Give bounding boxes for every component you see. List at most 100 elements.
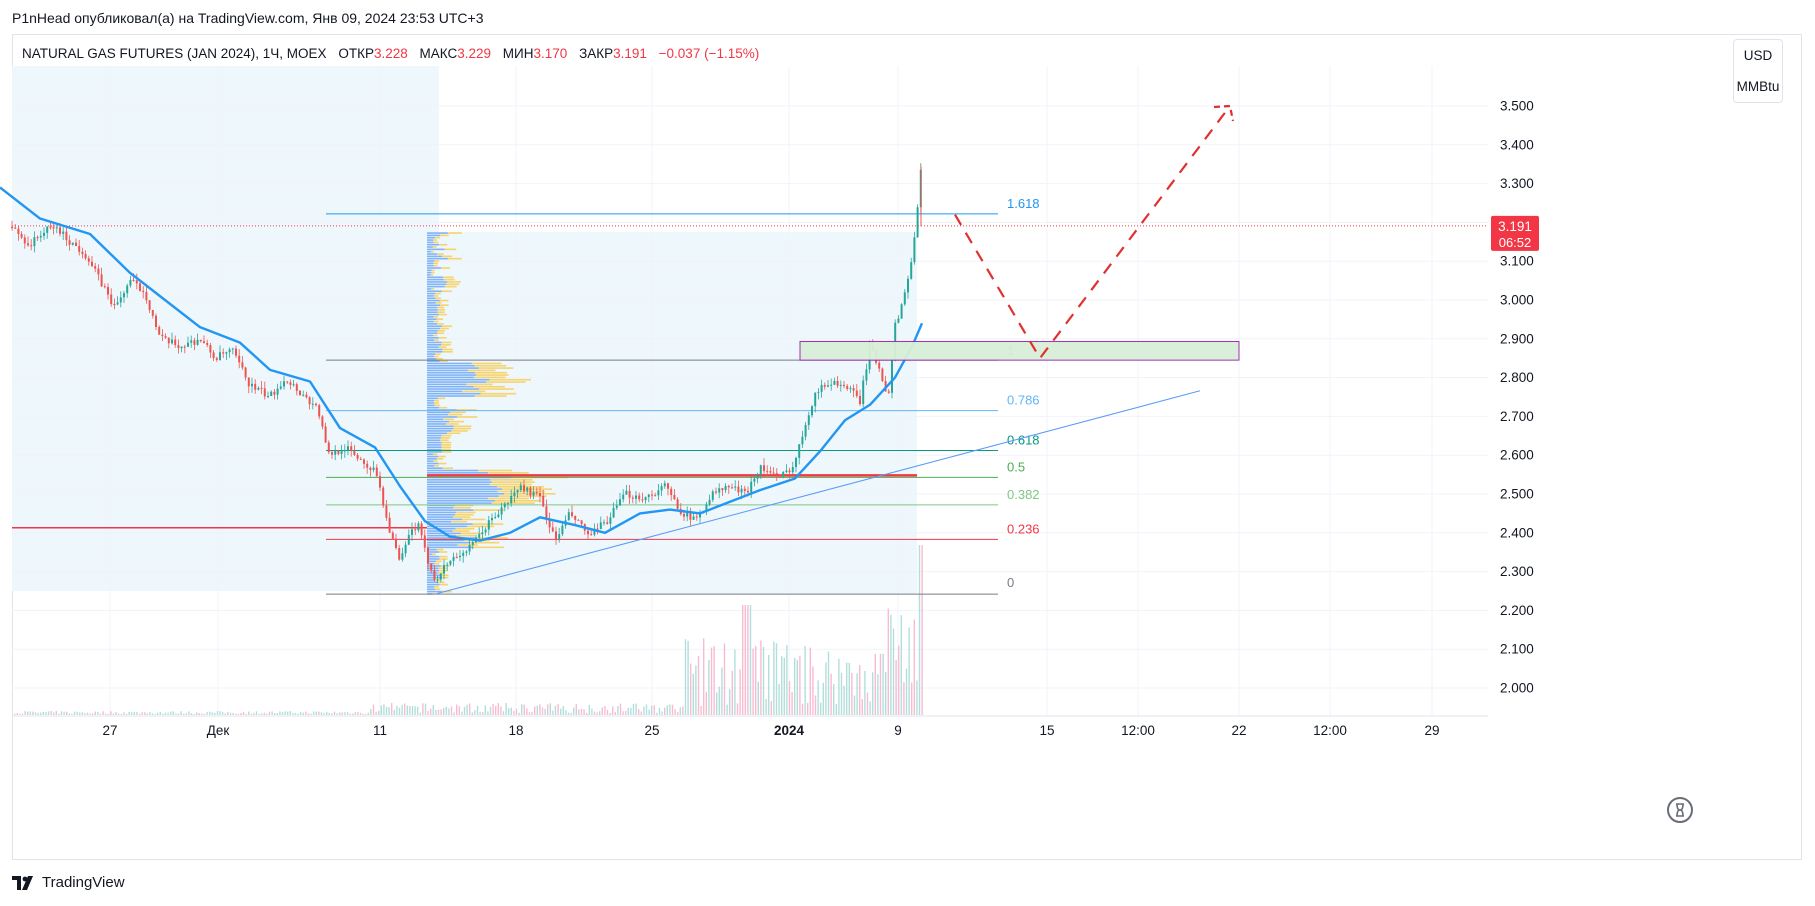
candle-body <box>30 245 33 247</box>
volume-bar <box>526 708 528 715</box>
volume-bar <box>521 704 523 715</box>
volume-bar <box>679 707 681 715</box>
profile-bar-up <box>427 462 439 465</box>
volume-bar <box>833 683 835 715</box>
volume-bar <box>94 711 96 715</box>
profile-bar-down <box>440 439 449 442</box>
candle-body <box>167 337 170 344</box>
candle-body <box>724 485 727 491</box>
volume-bar <box>788 680 791 715</box>
candle-body <box>33 237 36 247</box>
candle-body <box>484 529 487 533</box>
volume-bar <box>674 709 676 715</box>
volume-bar <box>573 707 575 715</box>
profile-bar-down <box>467 525 495 528</box>
profile-bar-down <box>494 499 541 502</box>
candle-body <box>519 485 522 491</box>
volume-bar <box>42 711 44 715</box>
candle-body <box>142 290 145 293</box>
profile-bar-up <box>427 390 462 393</box>
candle-body <box>766 471 769 473</box>
volume-bar <box>422 703 424 715</box>
candle-body <box>292 384 295 386</box>
candle-body <box>852 388 855 391</box>
profile-bar-up <box>427 586 435 588</box>
profile-bar-up <box>427 369 469 372</box>
profile-bar-down <box>432 553 436 556</box>
candle-body <box>356 454 359 459</box>
volume-bar <box>877 674 879 715</box>
profile-bar-down <box>437 309 446 311</box>
profile-bar-down <box>448 413 463 416</box>
candle-body <box>369 467 372 470</box>
volume-bar <box>297 713 299 715</box>
profile-bar-down <box>480 392 517 395</box>
volume-bar <box>136 711 138 715</box>
volume-bar <box>120 713 122 715</box>
candle-body <box>715 491 717 493</box>
profile-bar-down <box>474 395 507 397</box>
volume-bar <box>469 703 471 715</box>
profile-bar-up <box>427 583 440 586</box>
profile-bar-up <box>427 362 472 365</box>
volume-bar <box>918 545 921 715</box>
volume-bar <box>383 704 385 715</box>
candle-body <box>452 556 455 561</box>
profile-bar-up <box>427 288 432 290</box>
volume-bar <box>859 665 861 715</box>
volume-bar <box>193 713 195 715</box>
profile-bar-down <box>435 292 441 295</box>
candle-body <box>27 243 29 246</box>
profile-bar-up <box>427 262 434 265</box>
profile-bar-down <box>453 506 471 509</box>
currency-label[interactable]: USD <box>1743 48 1773 63</box>
candle-body <box>372 467 375 470</box>
candle-body <box>910 262 913 279</box>
volume-bar <box>149 712 151 715</box>
volume-bar <box>380 705 382 715</box>
candle-body <box>135 280 138 284</box>
profile-bar-up <box>427 572 438 574</box>
candle-body <box>503 503 506 508</box>
volume-bar <box>658 707 661 715</box>
profile-bar-up <box>427 320 434 323</box>
volume-bar <box>765 699 767 715</box>
profile-bar-up <box>427 360 440 362</box>
unit-label[interactable]: MMBtu <box>1736 79 1780 94</box>
volume-bar <box>770 701 772 715</box>
symbol-name[interactable]: NATURAL GAS FUTURES (JAN 2024), 1Ч, MOEX <box>22 46 327 61</box>
candle-body <box>324 426 327 443</box>
volume-bar <box>76 711 78 715</box>
candle-body <box>193 340 196 345</box>
volume-bar <box>643 706 645 715</box>
volume-bar <box>474 710 476 715</box>
volume-bar <box>791 691 793 715</box>
profile-bar-up <box>427 518 463 521</box>
volume-bar <box>892 628 895 715</box>
candle-body <box>215 358 218 360</box>
candle-body <box>222 352 225 354</box>
volume-bar <box>476 705 479 715</box>
volume-bar <box>406 705 408 715</box>
volume-bar <box>240 712 242 715</box>
volume-bar <box>237 713 239 715</box>
tradingview-brand[interactable]: TradingView <box>12 874 125 891</box>
profile-bar-down <box>437 311 445 314</box>
volume-bar <box>349 713 351 715</box>
candle-body <box>36 237 39 239</box>
clock-icon[interactable] <box>1667 797 1693 823</box>
candle-body <box>718 488 721 493</box>
volume-bar <box>357 712 359 715</box>
profile-bar-down <box>474 371 507 374</box>
candle-body <box>209 345 212 353</box>
candle-body <box>641 499 644 501</box>
candle-body <box>420 523 423 536</box>
close-label: ЗАКР <box>579 46 614 61</box>
candle-body <box>785 470 788 473</box>
currency-unit-selector[interactable]: USD MMBtu <box>1733 39 1783 103</box>
candle-body <box>283 381 285 387</box>
candle-body <box>820 384 823 392</box>
candle-body <box>14 227 17 229</box>
candle-body <box>174 339 177 346</box>
